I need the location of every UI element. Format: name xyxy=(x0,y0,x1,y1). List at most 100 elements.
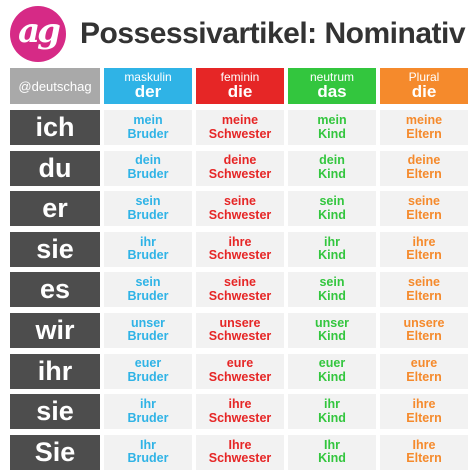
table-cell: sein Kind xyxy=(288,272,376,308)
possessive-word: ihre xyxy=(228,234,252,249)
noun-word: Kind xyxy=(318,370,346,385)
possessive-word: ihre xyxy=(412,234,436,249)
table-cell: Ihr Bruder xyxy=(104,434,192,470)
possessive-word: dein xyxy=(319,153,345,168)
possessive-word: sein xyxy=(319,275,345,290)
table-cell: mein Bruder xyxy=(104,110,192,145)
noun-word: Schwester xyxy=(208,207,272,222)
column-header-maskulin: maskulin der xyxy=(104,68,192,104)
possessive-word: seine xyxy=(224,193,256,208)
noun-word: Schwester xyxy=(208,248,272,263)
table-cell: sein Kind xyxy=(288,191,376,227)
noun-word: Eltern xyxy=(406,329,442,344)
column-gender-label: neutrum xyxy=(309,69,355,84)
table-cell: ihre Schwester xyxy=(196,394,284,430)
possessive-word: mein xyxy=(133,112,163,127)
noun-word: Kind xyxy=(318,288,346,303)
noun-word: Eltern xyxy=(406,410,442,425)
table-cell: sein Bruder xyxy=(104,191,192,227)
table-row: sie ihr Bruder ihre Schwester ihr Kind ihre Elte… xyxy=(10,231,472,267)
table-body: ich mein Bruder meine Schwester mein Kind meine… xyxy=(10,110,472,470)
possessive-word: meine xyxy=(221,112,259,127)
column-header-neutrum: neutrum das xyxy=(288,68,376,104)
possessive-word: Ihre xyxy=(228,437,252,452)
noun-word: Kind xyxy=(318,329,346,344)
possessive-word: deine xyxy=(223,153,257,168)
possessive-word: ihr xyxy=(140,234,156,249)
noun-word: Schwester xyxy=(208,410,272,425)
table-row: es sein Bruder seine Schwester sein Kind seine E… xyxy=(10,272,472,308)
possessive-word: ihr xyxy=(140,396,156,411)
table-cell: unsere Eltern xyxy=(380,312,468,348)
table-cell: meine Eltern xyxy=(380,110,468,145)
pronoun-cell: sie xyxy=(10,394,100,430)
noun-word: Bruder xyxy=(127,207,169,222)
noun-word: Eltern xyxy=(406,248,442,263)
noun-word: Schwester xyxy=(208,167,272,182)
possessive-word: seine xyxy=(408,275,440,290)
table-cell: unsere Schwester xyxy=(196,312,284,348)
possessive-word: mein xyxy=(317,112,347,127)
column-gender-label: Plural xyxy=(408,69,440,84)
possessive-word: sein xyxy=(135,193,161,208)
column-header-plural: Plural die xyxy=(380,68,468,104)
pronoun-cell: es xyxy=(10,272,100,308)
noun-word: Kind xyxy=(318,248,346,263)
possessive-word: sein xyxy=(319,193,345,208)
noun-word: Bruder xyxy=(127,288,169,303)
column-gender-label: maskulin xyxy=(124,69,172,84)
column-article-label: das xyxy=(317,82,347,102)
table-cell: ihre Eltern xyxy=(380,394,468,430)
possessive-word: ihre xyxy=(412,396,436,411)
table-cell: dein Kind xyxy=(288,150,376,186)
noun-word: Kind xyxy=(318,126,346,141)
social-handle: @deutschag xyxy=(10,68,100,104)
table-cell: euer Bruder xyxy=(104,353,192,389)
pronoun-cell: sie xyxy=(10,231,100,267)
possessive-word: Ihr xyxy=(140,437,156,452)
pronoun-cell: wir xyxy=(10,312,100,348)
noun-word: Eltern xyxy=(406,288,442,303)
noun-word: Bruder xyxy=(127,370,169,385)
noun-word: Eltern xyxy=(406,126,442,141)
possessive-word: deine xyxy=(407,153,441,168)
table-cell: Ihre Schwester xyxy=(196,434,284,470)
table-header-row: @deutschag maskulin der feminin die neut… xyxy=(10,68,472,104)
possessive-word: meine xyxy=(405,112,443,127)
possessive-word: eure xyxy=(226,356,254,371)
pronoun-cell: du xyxy=(10,150,100,186)
noun-word: Bruder xyxy=(127,410,169,425)
table-cell: seine Schwester xyxy=(196,191,284,227)
possessive-word: seine xyxy=(224,275,256,290)
table-cell: seine Schwester xyxy=(196,272,284,308)
table-cell: ihr Kind xyxy=(288,231,376,267)
table-cell: Ihre Eltern xyxy=(380,434,468,470)
pronoun-cell: Sie xyxy=(10,434,100,470)
column-article-label: der xyxy=(134,82,162,102)
possessive-word: unsere xyxy=(219,315,261,330)
noun-word: Bruder xyxy=(127,126,169,141)
noun-word: Schwester xyxy=(208,126,272,141)
possessive-word: Ihr xyxy=(324,437,340,452)
possessive-word: ihr xyxy=(324,396,340,411)
noun-word: Eltern xyxy=(406,207,442,222)
column-gender-label: feminin xyxy=(220,69,260,84)
table-cell: seine Eltern xyxy=(380,191,468,227)
noun-word: Kind xyxy=(318,410,346,425)
noun-word: Eltern xyxy=(406,370,442,385)
table-cell: Ihr Kind xyxy=(288,434,376,470)
possessive-word: euer xyxy=(318,356,346,371)
possessive-word: ihre xyxy=(228,396,252,411)
logo: ag xyxy=(10,6,66,62)
table-row: wir unser Bruder unsere Schwester unser Kind un… xyxy=(10,312,472,348)
possessive-word: eure xyxy=(410,356,438,371)
table-cell: deine Eltern xyxy=(380,150,468,186)
table-cell: ihr Bruder xyxy=(104,231,192,267)
possessive-word: unser xyxy=(130,315,166,330)
table-cell: ihre Schwester xyxy=(196,231,284,267)
noun-word: Schwester xyxy=(208,451,272,466)
possessive-word: seine xyxy=(408,193,440,208)
pronoun-cell: ihr xyxy=(10,353,100,389)
table-cell: unser Bruder xyxy=(104,312,192,348)
